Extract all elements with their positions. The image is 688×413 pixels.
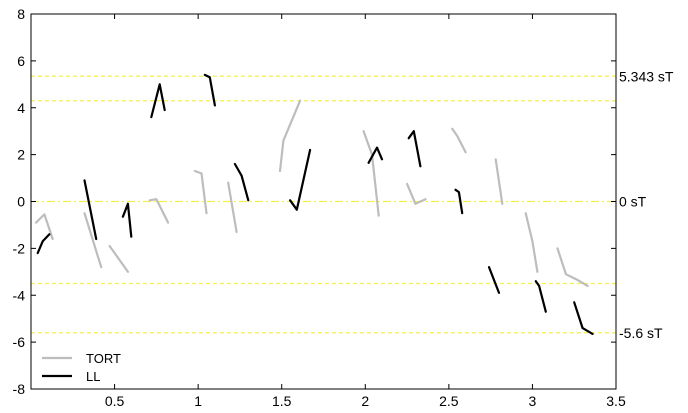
- x-tick-label: 0.5: [105, 393, 125, 409]
- series-segment: [83, 212, 103, 269]
- series-segment: [121, 202, 133, 238]
- series-segment: [36, 233, 51, 255]
- reference-lines: [31, 75, 616, 334]
- series-segment: [556, 247, 589, 287]
- series-segment: [148, 198, 170, 224]
- series-segment: [451, 127, 467, 154]
- series-segment: [454, 188, 464, 215]
- series-segment: [227, 181, 238, 234]
- series-ll: [36, 73, 594, 335]
- x-tick-label: 2: [361, 393, 369, 409]
- y-tick-label: -4: [13, 287, 26, 303]
- x-tick-label: 3.5: [606, 393, 626, 409]
- legend-label: TORT: [86, 351, 121, 366]
- series-segment: [573, 301, 594, 335]
- y-tick-label: 0: [17, 194, 25, 210]
- series-tort: [34, 99, 589, 287]
- series-segment: [362, 130, 380, 217]
- y-tick-label: 2: [17, 147, 25, 163]
- series-layer: [34, 73, 594, 335]
- series-segment: [367, 146, 384, 164]
- y-tick-label: -6: [13, 334, 26, 350]
- y-tick-label: -2: [13, 240, 26, 256]
- series-segment: [487, 266, 501, 294]
- y-tick-label: -8: [13, 381, 26, 397]
- legend: TORT LL: [42, 351, 121, 384]
- x-tick-label: 1: [194, 393, 202, 409]
- series-segment: [108, 244, 130, 273]
- x-tick-label: 2.5: [439, 393, 459, 409]
- series-segment: [407, 130, 422, 168]
- reference-line-label: -5.6 sT: [619, 325, 663, 341]
- series-segment: [534, 280, 547, 313]
- y-axis: -8 -6 -4 -2 0 2 4 6 8: [13, 6, 616, 397]
- series-segment: [150, 83, 166, 119]
- series-segment: [233, 162, 250, 202]
- y-tick-label: 4: [17, 100, 25, 116]
- reference-line-label: 0 sT: [619, 194, 647, 210]
- series-segment: [494, 158, 504, 205]
- series-segment: [278, 99, 302, 173]
- series-segment: [34, 213, 54, 241]
- y-tick-label: 8: [17, 6, 25, 22]
- series-segment: [524, 212, 539, 273]
- x-tick-label: 3: [529, 393, 537, 409]
- series-segment: [289, 148, 312, 211]
- y-tick-label: 6: [17, 53, 25, 69]
- series-segment: [83, 179, 98, 241]
- series-segment: [203, 73, 216, 107]
- x-axis: 0.5 1 1.5 2 2.5 3 3.5: [105, 14, 626, 409]
- x-tick-label: 1.5: [272, 393, 292, 409]
- reference-labels: 5.343 sT 0 sT -5.6 sT: [619, 68, 674, 340]
- series-segment: [406, 182, 427, 205]
- series-segment: [193, 169, 208, 215]
- reference-line-label: 5.343 sT: [619, 68, 674, 84]
- legend-label: LL: [86, 369, 100, 384]
